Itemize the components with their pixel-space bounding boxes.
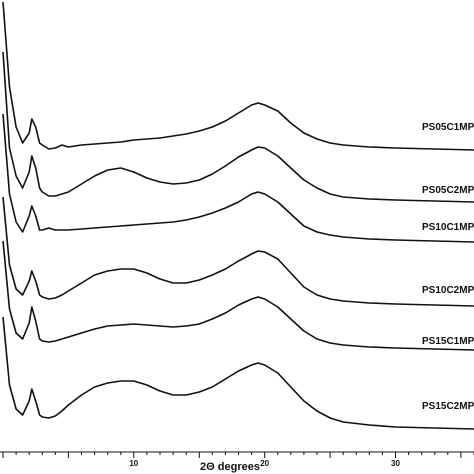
series-label-ps10c1mp: PS10C1MP xyxy=(422,222,474,233)
series-labels: PS05C1MP PS05C2MP PS10C1MP PS10C2MP PS15C1MP… xyxy=(422,122,474,412)
x-tick-label: 10 xyxy=(129,459,138,468)
series-label-ps15c1mp: PS15C1MP xyxy=(422,336,474,347)
x-axis: 10 20 30 xyxy=(0,451,474,468)
curves xyxy=(2,1,474,430)
series-line-ps05c1mp xyxy=(2,1,474,151)
x-axis-label: 2Θ degrees xyxy=(200,461,260,473)
series-line-ps15c1mp xyxy=(2,240,474,351)
series-label-ps10c2mp: PS10C2MP xyxy=(422,285,474,296)
series-label-ps05c2mp: PS05C2MP xyxy=(422,185,474,196)
series-line-ps05c2mp xyxy=(2,51,474,203)
series-label-ps05c1mp: PS05C1MP xyxy=(422,122,474,133)
series-line-ps10c1mp xyxy=(2,113,474,243)
x-tick-label: 30 xyxy=(391,459,400,468)
series-label-ps15c2mp: PS15C2MP xyxy=(422,401,474,412)
series-line-ps15c2mp xyxy=(2,316,474,430)
x-tick-label: 20 xyxy=(260,459,269,468)
series-line-ps10c2mp xyxy=(2,196,474,307)
